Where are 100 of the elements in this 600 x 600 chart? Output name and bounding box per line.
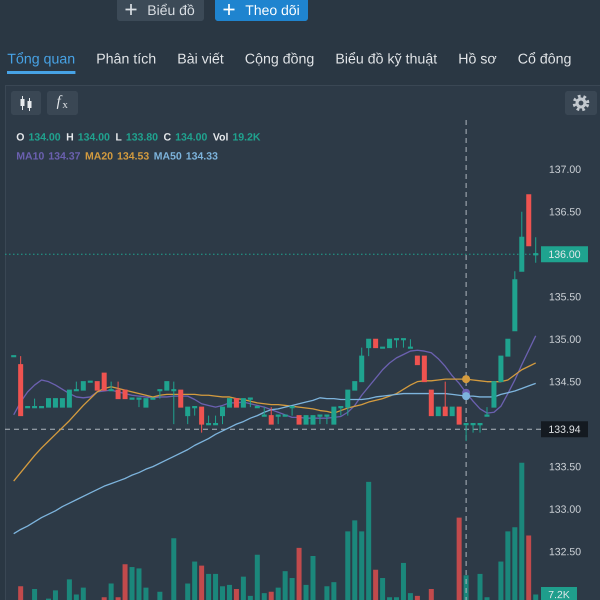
candlestick — [505, 338, 510, 357]
candlestick — [268, 406, 274, 425]
annotation: 134.53 — [118, 152, 149, 160]
candlestick — [240, 398, 246, 408]
candlestick — [46, 398, 51, 408]
text: Tổng quan — [8, 52, 74, 66]
bar — [408, 593, 413, 600]
candlestick — [220, 406, 226, 425]
bar — [226, 584, 232, 600]
text: MA50 — [154, 152, 182, 160]
y-tick-label: 133.50 — [550, 462, 581, 470]
bar — [282, 571, 288, 600]
bar — [108, 584, 114, 600]
bar — [185, 584, 190, 600]
candlestick — [171, 381, 176, 425]
candlestick — [18, 356, 24, 416]
candlestick — [213, 415, 218, 426]
annotation: 134.00 — [78, 133, 110, 141]
bar — [234, 589, 239, 600]
candlestick — [60, 398, 65, 408]
bar — [498, 562, 504, 600]
bar — [533, 594, 538, 600]
annotation: Vol — [212, 132, 228, 141]
candlestick — [248, 398, 253, 408]
annotation: H — [66, 133, 74, 140]
y-tick-label: 134.50 — [550, 378, 581, 386]
candlestick — [331, 406, 336, 425]
text: Phân tích — [97, 53, 156, 64]
bar — [526, 535, 532, 600]
annotation: 134.00 — [176, 133, 207, 141]
candlestick — [262, 406, 267, 417]
bar — [80, 588, 86, 600]
bar — [116, 597, 121, 600]
candlestick — [428, 390, 434, 416]
candlestick — [276, 414, 281, 425]
candlestick — [359, 347, 364, 382]
candlestick — [400, 338, 406, 348]
candlestick — [338, 406, 344, 416]
candlestick — [408, 338, 413, 349]
candlestick — [450, 406, 455, 416]
text: Hồ sơ — [459, 52, 496, 64]
candlestick — [80, 381, 86, 391]
y-tick-label: 133.00 — [550, 505, 581, 513]
bar — [290, 578, 295, 600]
annotation: C — [164, 133, 171, 141]
bar — [206, 574, 212, 600]
annotation: 134.37 — [48, 152, 80, 160]
y-tick-label: 135.50 — [550, 292, 581, 300]
bar — [192, 562, 198, 600]
annotation: L — [116, 133, 122, 140]
text: MA20 — [86, 152, 113, 160]
bar — [519, 462, 524, 600]
candlestick — [470, 423, 476, 434]
bar — [143, 588, 148, 600]
bar — [130, 567, 135, 600]
candlestick — [442, 381, 448, 416]
candlestick — [143, 398, 148, 408]
bar — [400, 562, 406, 600]
candlestick — [66, 390, 72, 408]
candlestick — [290, 406, 295, 416]
candlestick — [464, 423, 469, 442]
bar — [387, 597, 392, 600]
candlestick — [122, 390, 128, 400]
y-tick-label: 136.50 — [550, 208, 581, 216]
candlestick — [317, 414, 322, 425]
candlestick — [324, 414, 330, 425]
text: f$_{x}$ — [56, 95, 68, 109]
candlestick — [478, 423, 483, 434]
bar — [276, 588, 281, 600]
candlestick — [234, 398, 239, 408]
bar — [505, 531, 510, 600]
candlestick — [199, 406, 204, 434]
candlestick — [108, 381, 114, 392]
bar — [380, 578, 386, 600]
bar — [220, 586, 225, 600]
candlestick — [491, 381, 496, 408]
bar — [74, 594, 79, 600]
bar — [359, 531, 364, 600]
candlestick — [526, 194, 532, 246]
candlestick — [178, 390, 184, 408]
bar — [213, 574, 218, 600]
bar — [310, 556, 316, 600]
candlestick — [512, 270, 518, 332]
bar — [18, 586, 24, 600]
y-tick-label: 137.00 — [550, 166, 581, 173]
candlestick — [74, 381, 79, 392]
bar — [66, 579, 72, 600]
bar — [248, 596, 253, 600]
candlestick — [185, 406, 190, 425]
candlestick — [304, 415, 309, 425]
bar — [296, 548, 302, 600]
candlestick — [226, 398, 232, 408]
candlestick — [498, 356, 504, 382]
candlestick — [414, 356, 420, 366]
bar — [240, 576, 246, 600]
candlestick — [52, 398, 58, 408]
bar — [254, 554, 260, 600]
candlestick — [94, 381, 100, 391]
bar — [428, 589, 434, 600]
bar — [122, 564, 128, 600]
